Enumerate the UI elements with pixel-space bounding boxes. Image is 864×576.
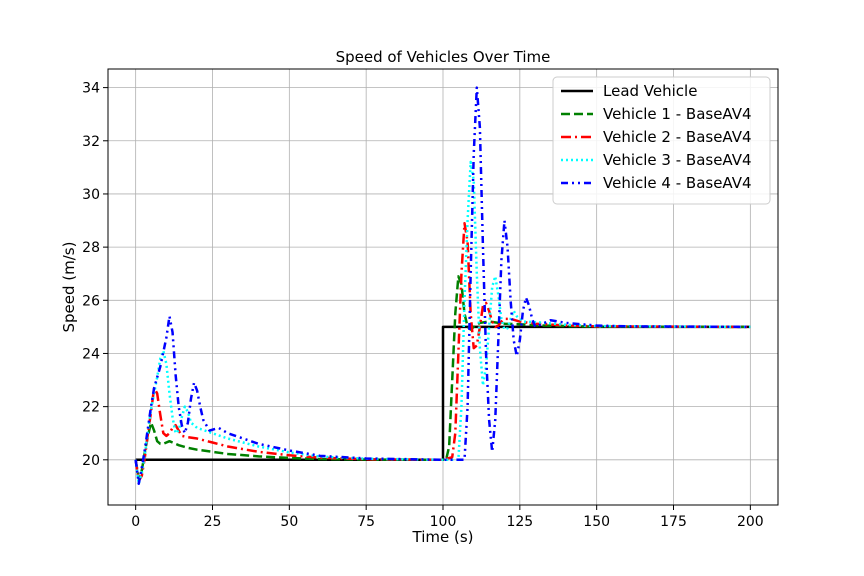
legend-label: Lead Vehicle — [603, 82, 697, 100]
legend-label: Vehicle 2 - BaseAV4 — [603, 128, 752, 146]
series-layer — [134, 86, 751, 485]
legend-label: Vehicle 3 - BaseAV4 — [603, 151, 752, 169]
legend: Lead Vehicle Vehicle 1 - BaseAV4 Vehicle 2… — [552, 76, 771, 205]
legend-label: Vehicle 1 - BaseAV4 — [603, 105, 752, 123]
legend-label: Vehicle 4 - BaseAV4 — [603, 174, 752, 192]
series-line-2 — [134, 275, 751, 480]
y-axis-label: Speed (m/s) — [60, 242, 78, 333]
x-tick-label: 125 — [506, 514, 533, 530]
x-tick-label: 50 — [280, 514, 298, 530]
ticks: 0 25 50 75 100 125 150 175 200 20 22 24 26 28 30 32 34 — [82, 81, 764, 530]
x-tick-label: 75 — [357, 514, 375, 530]
x-tick-label: 100 — [430, 514, 457, 530]
y-tick-label: 24 — [82, 346, 100, 362]
x-tick-label: 150 — [583, 514, 610, 530]
series-line-3 — [134, 221, 751, 483]
x-tick-label: 175 — [660, 514, 687, 530]
x-tick-label: 25 — [204, 514, 222, 530]
chart-title: Speed of Vehicles Over Time — [336, 48, 551, 66]
x-tick-label: 0 — [131, 514, 140, 530]
y-tick-label: 32 — [82, 134, 100, 150]
series-line-5 — [134, 86, 751, 485]
y-tick-label: 26 — [82, 293, 100, 309]
y-tick-label: 28 — [82, 240, 100, 256]
y-tick-label: 34 — [82, 81, 100, 97]
y-tick-label: 20 — [82, 453, 100, 469]
x-tick-label: 200 — [737, 514, 764, 530]
legend-box — [552, 76, 771, 205]
x-axis-label: Time (s) — [412, 528, 474, 546]
y-tick-label: 30 — [82, 187, 100, 203]
y-tick-label: 22 — [82, 400, 100, 416]
